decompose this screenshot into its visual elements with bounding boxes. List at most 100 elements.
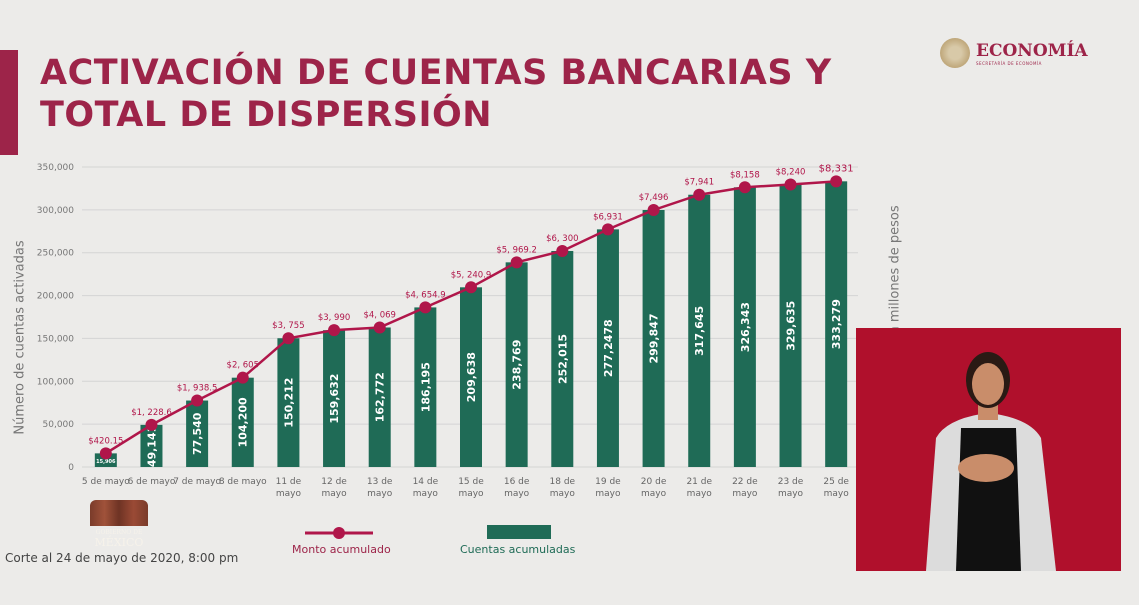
- y-tick-label: 300,000: [37, 206, 74, 216]
- line-point: [647, 203, 660, 216]
- line-label: $1, 228.6: [131, 408, 172, 418]
- line-point: [784, 178, 797, 191]
- bar-label: 77,540: [191, 412, 204, 455]
- line-label: $1, 938.5: [177, 384, 218, 394]
- legend-line-swatch: [305, 527, 373, 539]
- line-point: [282, 332, 295, 345]
- bar-label: 104,200: [237, 397, 250, 447]
- x-tick-label: 18 de mayo: [550, 477, 576, 499]
- x-tick-label: 6 de mayo: [128, 477, 176, 487]
- x-tick-label: 12 de mayo: [321, 477, 347, 499]
- line-point: [830, 175, 843, 188]
- x-tick-label: 8 de mayo: [219, 477, 267, 487]
- interpreter-figure: [926, 352, 1056, 571]
- bar: [825, 181, 848, 468]
- y-tick-label: 150,000: [37, 334, 74, 344]
- bar: [733, 187, 756, 467]
- line-label: $6, 300: [546, 234, 578, 244]
- line-point: [601, 223, 614, 236]
- x-tick-label: 22 de mayo: [732, 477, 758, 499]
- bar: [140, 424, 163, 467]
- y-tick-label: 250,000: [37, 249, 74, 259]
- bar-label: 162,772: [374, 372, 387, 422]
- bar: [94, 453, 117, 467]
- line-label: $8,158: [730, 170, 760, 180]
- line-point: [236, 371, 249, 384]
- legend-cuentas: Cuentas acumuladas: [460, 543, 576, 556]
- x-tick-label: 21 de mayo: [686, 477, 712, 499]
- bar-label: 159,632: [328, 374, 341, 424]
- line-label: $8,331: [819, 163, 854, 174]
- cutoff-note: Corte al 24 de mayo de 2020, 8:00 pm: [5, 551, 239, 565]
- bar: [688, 194, 711, 468]
- seal-icon: [940, 38, 970, 68]
- line-label: $4, 654.9: [405, 290, 446, 300]
- y-tick-label: 350,000: [37, 163, 74, 173]
- x-tick-label: 23 de mayo: [778, 477, 804, 499]
- logo-name: ECONOMÍA: [976, 40, 1088, 61]
- y-tick-label: 0: [68, 463, 74, 473]
- legend-bar-swatch: [487, 525, 551, 539]
- line-point: [99, 447, 112, 460]
- x-tick-label: 19 de mayo: [595, 477, 621, 499]
- bar: [368, 327, 391, 467]
- bar: [551, 250, 574, 467]
- chart: 0 50,000 100,000 150,000 200,000 250,000 300,0…: [37, 163, 858, 499]
- x-tick-label: 11 de mayo: [276, 477, 302, 499]
- line-point: [373, 321, 386, 334]
- x-tick-label: 16 de mayo: [504, 477, 530, 499]
- bar-label: 317,645: [693, 306, 706, 356]
- gobierno-logo: GOBIERNO DE MÉXICO: [88, 500, 150, 549]
- bar-label: 49,141: [145, 425, 158, 467]
- bar: [186, 400, 209, 467]
- bar-label: 15,906: [96, 459, 116, 465]
- y-tick-label: 200,000: [37, 292, 74, 302]
- y-tick-label: 50,000: [43, 420, 75, 430]
- line-point: [510, 256, 523, 269]
- bar-label: 299,847: [648, 313, 661, 363]
- y2-axis-label: en millones de pesos: [887, 205, 903, 343]
- line-label: $2, 605: [227, 361, 259, 371]
- bar: [505, 262, 528, 467]
- title-line-2: TOTAL DE DISPERSIÓN: [40, 95, 493, 135]
- line-point: [465, 281, 477, 294]
- x-tick-label: 14 de mayo: [413, 477, 439, 499]
- bar: [277, 338, 300, 467]
- bar: [779, 184, 802, 467]
- bar: [642, 209, 665, 467]
- bar: [231, 377, 254, 467]
- logo-sub: SECRETARÍA DE ECONOMÍA: [976, 60, 1042, 66]
- x-tick-label: 15 de mayo: [458, 477, 484, 499]
- line-point: [738, 181, 751, 194]
- line-point: [145, 418, 158, 431]
- title-line-1: ACTIVACIÓN DE CUENTAS BANCARIAS Y: [40, 53, 832, 93]
- bar-label: 326,343: [739, 302, 752, 352]
- line-label: $5, 240.9: [451, 270, 492, 280]
- bar-label: 150,212: [282, 378, 295, 428]
- line-label: $3, 755: [272, 321, 304, 331]
- line-label: $7,941: [684, 178, 714, 188]
- line-label: $3, 990: [318, 313, 350, 323]
- line-point: [556, 244, 569, 257]
- line-label: $5, 969.2: [496, 245, 537, 255]
- bar-label: 186,195: [419, 362, 432, 412]
- bar-label: 333,279: [830, 299, 843, 349]
- heroes-icon: [90, 500, 148, 526]
- bar: [460, 287, 482, 467]
- line-label: $4, 069: [363, 310, 395, 320]
- y-tick-label: 100,000: [37, 377, 74, 387]
- bar-label: 238,769: [511, 340, 524, 390]
- x-tick-label: 7 de mayo: [173, 477, 221, 487]
- line-label: $6,931: [593, 212, 623, 222]
- bar: [323, 330, 346, 467]
- line-point: [693, 188, 706, 201]
- x-tick-label: 13 de mayo: [367, 477, 393, 499]
- x-tick-label: 5 de mayo: [82, 477, 130, 487]
- line-point: [419, 301, 432, 314]
- line-label: $420.15: [88, 436, 123, 446]
- sign-language-interpreter-video: [856, 328, 1121, 571]
- bar: [414, 307, 437, 467]
- economia-logo: ECONOMÍA SECRETARÍA DE ECONOMÍA: [940, 38, 1088, 68]
- line-point: [328, 324, 341, 337]
- legend-monto: Monto acumulado: [292, 543, 391, 556]
